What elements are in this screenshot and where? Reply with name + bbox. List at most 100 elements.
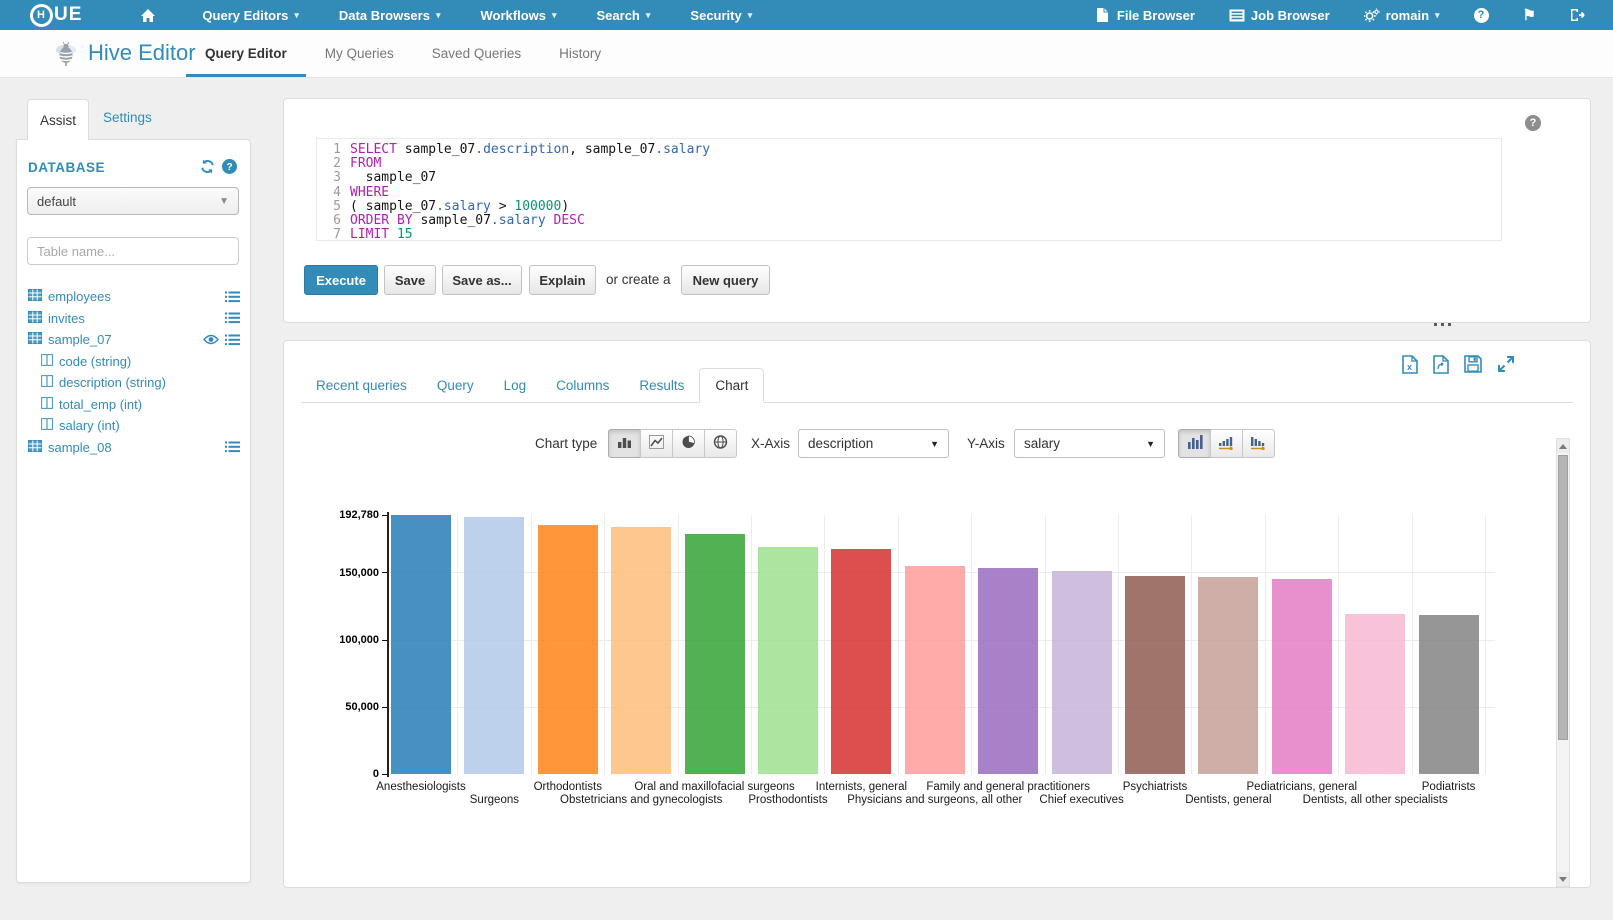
table-icon [28, 332, 42, 347]
tab-history[interactable]: History [559, 46, 602, 61]
chart-type-group [608, 429, 737, 458]
table-row-sample-07[interactable]: sample_07 [28, 329, 240, 351]
list-icon[interactable] [225, 312, 240, 324]
help-nav-button[interactable]: ? [1457, 0, 1506, 30]
column-row-code[interactable]: code (string) [28, 351, 240, 373]
line-chart-button[interactable] [640, 429, 673, 458]
top-navbar: H UE Query Editors ▾ Data Browsers ▾ Workflow… [0, 0, 1613, 30]
tab-settings-label: Settings [103, 110, 152, 125]
chart-type-label: Chart type [535, 436, 598, 451]
file-browser-button[interactable]: File Browser [1078, 0, 1212, 30]
refresh-icon[interactable] [200, 159, 215, 174]
column-name: description (string) [59, 375, 166, 391]
tab-my-queries[interactable]: My Queries [324, 46, 394, 61]
bar-physicians-and-surgeons-all-other [904, 565, 965, 774]
list-icon[interactable] [225, 334, 240, 346]
table-row-employees[interactable]: employees [28, 286, 240, 308]
gridline-v [1264, 515, 1266, 774]
help-icon[interactable]: ? [222, 159, 237, 174]
new-query-button[interactable]: New query [681, 265, 770, 295]
question-circle-icon[interactable]: ? [1525, 115, 1541, 131]
navbar-menus: Query Editors ▾ Data Browsers ▾ Workflows ▾ Se… [182, 0, 772, 30]
x-label-orthodontists: Orthodontists [533, 781, 602, 793]
chevron-down-icon: ▾ [645, 9, 651, 20]
execute-button[interactable]: Execute [304, 265, 378, 295]
tab-assist[interactable]: Assist [27, 99, 89, 140]
nav-menu-security[interactable]: Security ▾ [670, 0, 772, 30]
tab-saved-queries[interactable]: Saved Queries [431, 46, 522, 61]
x-label-podiatrists: Podiatrists [1421, 781, 1476, 793]
gridline-v [897, 515, 899, 774]
column-row-description[interactable]: description (string) [28, 372, 240, 394]
sort-asc-icon [1218, 434, 1236, 453]
sql-code-editor[interactable]: 1 SELECT sample_07 .description, sample_07… [316, 138, 1502, 242]
bar-anesthesiologists [391, 515, 451, 774]
save-results-icon[interactable] [1464, 355, 1482, 374]
column-row-salary[interactable]: salary (int) [28, 415, 240, 437]
excel-download-icon[interactable]: x [1402, 355, 1418, 374]
scrollbar-up-arrow-icon[interactable] [1557, 439, 1569, 453]
tab-query-editor[interactable]: Query Editor [186, 30, 306, 77]
nav-menu-data-browsers[interactable]: Data Browsers ▾ [319, 0, 461, 30]
x-axis-select[interactable]: description ▼ [798, 429, 949, 458]
tab-settings[interactable]: Settings [103, 110, 152, 125]
feedback-button[interactable]: ⚑ [1506, 0, 1553, 30]
results-tab-chart[interactable]: Chart [699, 368, 765, 403]
save-as-button[interactable]: Save as... [442, 265, 522, 295]
home-nav-button[interactable] [122, 7, 174, 23]
table-row-sample-08[interactable]: sample_08 [28, 437, 240, 459]
chevron-down-icon: ▾ [294, 9, 299, 20]
user-menu[interactable]: romain ▾ [1347, 0, 1457, 30]
sign-out-button[interactable] [1553, 0, 1603, 30]
results-panel: x Recent queries Query Log Columns Results Ch… [283, 340, 1591, 888]
explain-button[interactable]: Explain [529, 265, 596, 295]
save-button[interactable]: Save [384, 265, 436, 295]
job-browser-icon [1229, 7, 1245, 23]
csv-download-icon[interactable] [1433, 355, 1449, 374]
nav-menu-label: Data Browsers [338, 7, 430, 23]
nav-menu-workflows[interactable]: Workflows ▾ [460, 0, 576, 30]
results-tab-log[interactable]: Log [503, 377, 527, 393]
table-filter-input[interactable] [27, 237, 239, 265]
nav-menu-search[interactable]: Search ▾ [577, 0, 671, 30]
select-caret-icon: ▼ [1146, 438, 1155, 449]
y-axis-select-value: salary [1024, 436, 1061, 451]
job-browser-button[interactable]: Job Browser [1212, 0, 1347, 30]
column-row-total-emp[interactable]: total_emp (int) [28, 394, 240, 416]
sort-asc-button[interactable] [1210, 429, 1243, 458]
header-tabs: Query Editor My Queries Saved Queries Histo… [186, 30, 620, 77]
scrollbar-thumb[interactable] [1558, 455, 1568, 740]
results-tab-query[interactable]: Query [436, 377, 474, 393]
gears-icon [1363, 7, 1380, 23]
y-tick-label-192-780: 192,780 [339, 509, 379, 521]
scrollbar-down-arrow-icon[interactable] [1557, 872, 1569, 886]
results-tab-columns[interactable]: Columns [556, 377, 610, 393]
y-axis-select[interactable]: salary ▼ [1014, 429, 1165, 458]
panel-resize-handle[interactable] [1434, 323, 1451, 326]
database-select[interactable]: default ▼ [27, 187, 239, 215]
results-tab-recent-queries[interactable]: Recent queries [316, 377, 407, 393]
chart-scrollbar[interactable] [1556, 438, 1570, 887]
results-tabs: Recent queries Query Log Columns Results Char… [301, 368, 1573, 403]
nav-menu-query-editors[interactable]: Query Editors ▾ [182, 0, 319, 30]
page-title[interactable]: Hive Editor [88, 40, 196, 65]
table-row-invites[interactable]: invites [28, 308, 240, 330]
hue-logo-h-icon: H [30, 3, 53, 27]
gridline-v [824, 515, 826, 774]
list-icon[interactable] [225, 441, 240, 453]
map-chart-button[interactable] [704, 429, 737, 458]
hue-logo[interactable]: H UE [30, 3, 82, 27]
svg-text:x: x [1407, 362, 1412, 372]
results-tab-results[interactable]: Results [639, 377, 685, 393]
line-number: 1 [333, 142, 341, 157]
pie-chart-button[interactable] [672, 429, 705, 458]
eye-icon[interactable] [203, 334, 219, 345]
sort-desc-button[interactable] [1242, 429, 1275, 458]
x-label-dentists-general: Dentists, general [1185, 794, 1272, 806]
line-number: 5 [333, 198, 341, 214]
expand-results-icon[interactable] [1497, 355, 1515, 374]
list-icon[interactable] [225, 291, 240, 303]
x-axis-label: X-Axis [751, 436, 791, 451]
x-label-pediatricians-general: Pediatricians, general [1246, 781, 1358, 793]
y-tick-mark [382, 572, 387, 574]
